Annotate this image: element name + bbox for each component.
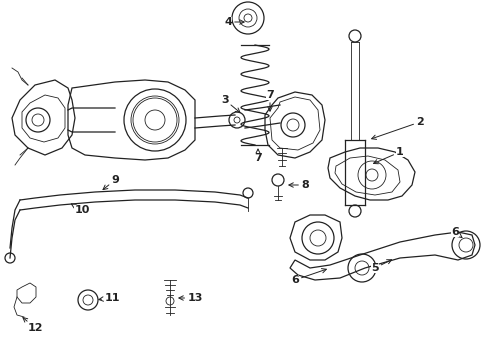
Text: 4: 4 bbox=[224, 17, 244, 27]
Text: 8: 8 bbox=[289, 180, 309, 190]
Text: 13: 13 bbox=[179, 293, 203, 303]
Text: 3: 3 bbox=[221, 95, 240, 113]
Text: 12: 12 bbox=[23, 318, 43, 333]
Text: 7: 7 bbox=[266, 90, 274, 111]
Text: 10: 10 bbox=[72, 204, 90, 215]
Text: 5: 5 bbox=[371, 260, 392, 273]
Text: 6: 6 bbox=[451, 227, 462, 238]
Text: 1: 1 bbox=[373, 147, 404, 164]
Text: 11: 11 bbox=[99, 293, 120, 303]
Text: 9: 9 bbox=[103, 175, 119, 190]
Text: 7: 7 bbox=[254, 149, 262, 163]
Text: 6: 6 bbox=[291, 269, 326, 285]
Text: 2: 2 bbox=[371, 117, 424, 139]
